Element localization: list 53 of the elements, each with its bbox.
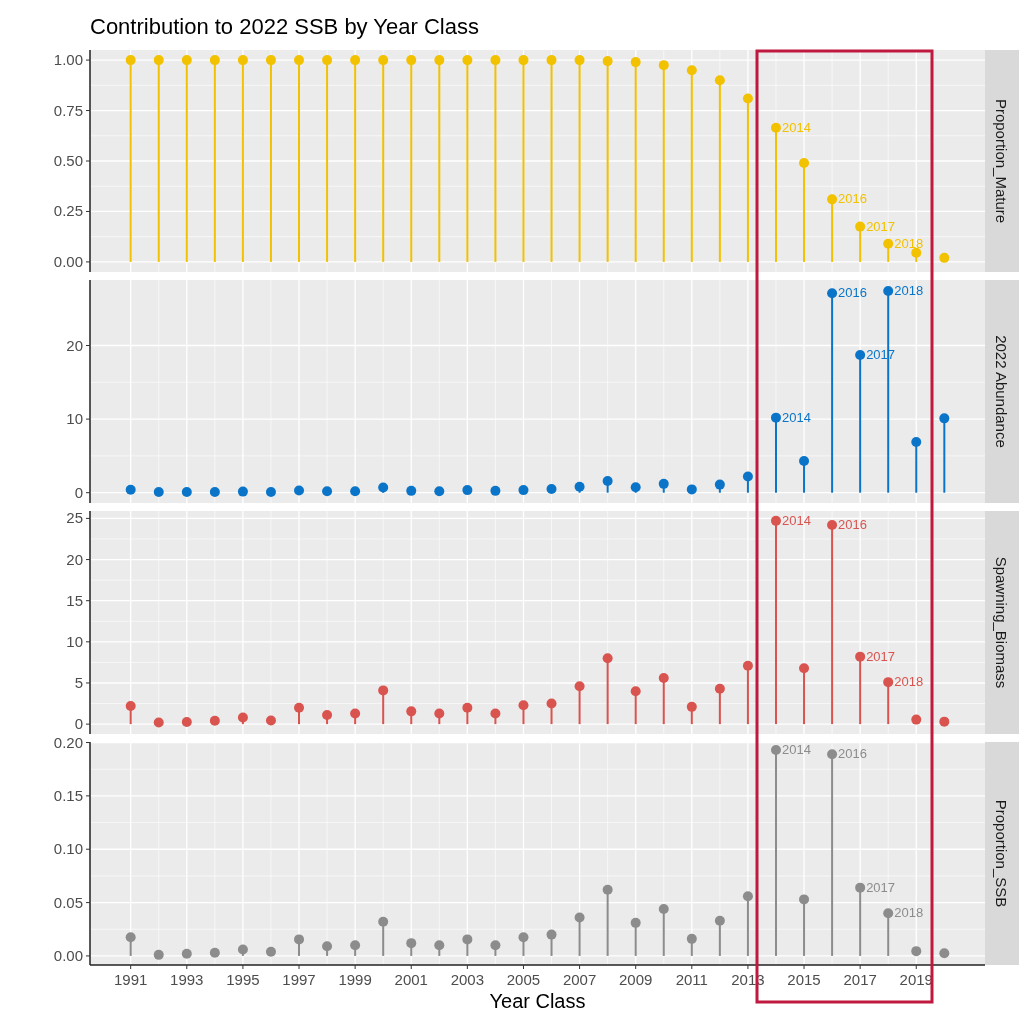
annotation: 2018 xyxy=(894,235,924,251)
y-tick-label: 15 xyxy=(66,591,83,609)
annotation: 2014 xyxy=(781,119,811,135)
y-tick-label: 0 xyxy=(74,715,83,733)
y-tick-label: 10 xyxy=(66,410,83,428)
y-tick-label: 10 xyxy=(66,632,83,650)
annotation: 2017 xyxy=(866,648,896,664)
x-tick-label: 1997 xyxy=(282,971,316,988)
annotation: 2016 xyxy=(838,285,868,301)
x-tick-label: 2005 xyxy=(506,971,541,988)
y2-axis-title: Proportion_SSB xyxy=(993,799,1010,908)
y-tick-label: 0.50 xyxy=(53,152,83,169)
y-tick-label: 5 xyxy=(74,673,83,691)
x-tick-label: 1995 xyxy=(226,971,260,988)
x-tick-label: 2017 xyxy=(843,971,877,988)
x-tick-label: 1993 xyxy=(170,971,204,988)
y-tick-label: 0 xyxy=(74,483,83,501)
annotation: 2018 xyxy=(894,283,924,299)
x-tick-label: 2001 xyxy=(394,971,428,988)
annotation: 2014 xyxy=(781,512,811,528)
annotation: 2014 xyxy=(781,409,811,425)
y2-axis-title: Proportion_Mature xyxy=(993,98,1010,224)
y-tick-label: 0.10 xyxy=(53,840,83,858)
annotation: 2014 xyxy=(781,742,811,757)
x-tick-label: 2007 xyxy=(562,971,597,988)
x-axis-title: Year Class xyxy=(489,990,586,1012)
annotation: 2017 xyxy=(866,879,896,895)
y-tick-label: 0.25 xyxy=(53,202,83,220)
annotation: 2016 xyxy=(838,516,868,532)
y-tick-label: 0.00 xyxy=(53,252,83,270)
y2-axis-title: 2022 Abundance xyxy=(993,335,1010,448)
chart-title: Contribution to 2022 SSB by Year Class xyxy=(90,14,479,39)
y-tick-label: 20 xyxy=(66,550,83,568)
x-tick-label: 2011 xyxy=(675,971,708,988)
annotation: 2016 xyxy=(838,746,868,762)
x-tick-label: 1991 xyxy=(113,971,148,988)
y2-axis-title: Spawning_Biomass xyxy=(993,556,1010,689)
y-tick-label: 20 xyxy=(66,336,83,354)
y-tick-label: 0.05 xyxy=(53,893,83,911)
x-tick-label: 2015 xyxy=(787,971,821,988)
y-tick-label: 1.00 xyxy=(53,51,83,69)
x-tick-label: 2003 xyxy=(450,971,485,988)
y-tick-label: 0.00 xyxy=(53,946,83,964)
x-tick-label: 2009 xyxy=(619,971,653,988)
annotation: 2018 xyxy=(894,905,924,921)
annotation: 2018 xyxy=(894,674,924,690)
y-tick-label: 0.20 xyxy=(53,733,83,751)
y-tick-label: 0.75 xyxy=(53,101,83,119)
y-tick-label: 25 xyxy=(66,509,83,527)
annotation: 2017 xyxy=(866,218,896,234)
annotation: 2016 xyxy=(838,191,868,207)
y-tick-label: 0.15 xyxy=(53,786,83,804)
x-tick-label: 1999 xyxy=(338,971,372,988)
